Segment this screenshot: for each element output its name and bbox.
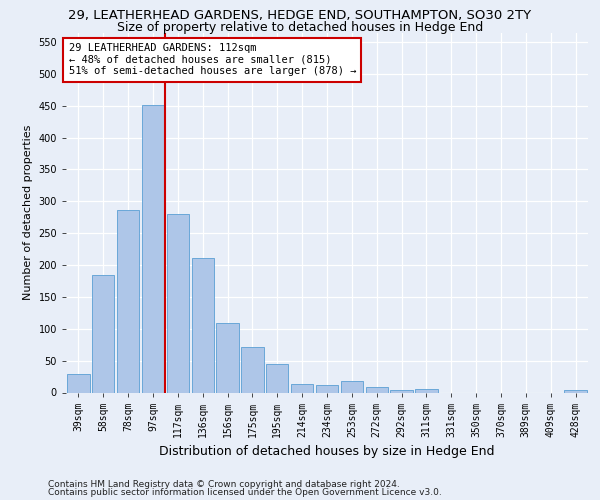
Bar: [191, 258, 214, 392]
Y-axis label: Number of detached properties: Number of detached properties: [23, 125, 33, 300]
Bar: [92, 276, 115, 392]
Bar: [67, 374, 89, 392]
X-axis label: Distribution of detached houses by size in Hedge End: Distribution of detached houses by size …: [159, 445, 495, 458]
Bar: [565, 390, 587, 392]
Bar: [365, 388, 388, 392]
Bar: [391, 390, 413, 392]
Bar: [316, 386, 338, 392]
Bar: [217, 323, 239, 392]
Text: Contains HM Land Registry data © Crown copyright and database right 2024.: Contains HM Land Registry data © Crown c…: [48, 480, 400, 489]
Bar: [291, 384, 313, 392]
Bar: [266, 364, 289, 392]
Text: 29, LEATHERHEAD GARDENS, HEDGE END, SOUTHAMPTON, SO30 2TY: 29, LEATHERHEAD GARDENS, HEDGE END, SOUT…: [68, 9, 532, 22]
Text: 29 LEATHERHEAD GARDENS: 112sqm
← 48% of detached houses are smaller (815)
51% of: 29 LEATHERHEAD GARDENS: 112sqm ← 48% of …: [68, 44, 356, 76]
Bar: [117, 210, 139, 392]
Bar: [341, 381, 363, 392]
Text: Contains public sector information licensed under the Open Government Licence v3: Contains public sector information licen…: [48, 488, 442, 497]
Bar: [167, 214, 189, 392]
Bar: [142, 105, 164, 393]
Bar: [415, 390, 437, 392]
Text: Size of property relative to detached houses in Hedge End: Size of property relative to detached ho…: [117, 21, 483, 34]
Bar: [241, 348, 263, 393]
